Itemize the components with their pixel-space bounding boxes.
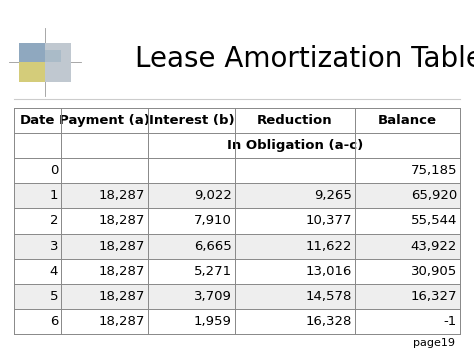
Text: 14,578: 14,578 — [306, 290, 352, 302]
Text: 6: 6 — [50, 315, 58, 328]
Text: 9,265: 9,265 — [314, 190, 352, 202]
Text: 0: 0 — [50, 164, 58, 178]
Text: 18,287: 18,287 — [99, 315, 145, 328]
Text: 7,910: 7,910 — [194, 214, 232, 228]
Text: 13,016: 13,016 — [306, 264, 352, 278]
Text: 43,922: 43,922 — [410, 240, 457, 252]
Text: 75,185: 75,185 — [410, 164, 457, 178]
Text: 5: 5 — [50, 290, 58, 302]
Text: 18,287: 18,287 — [99, 264, 145, 278]
Text: Reduction: Reduction — [257, 114, 333, 127]
Text: Balance: Balance — [378, 114, 437, 127]
Text: 18,287: 18,287 — [99, 190, 145, 202]
Text: Interest (b): Interest (b) — [148, 114, 234, 127]
Text: In Obligation (a-c): In Obligation (a-c) — [227, 140, 363, 152]
Text: Payment (a): Payment (a) — [59, 114, 150, 127]
Text: page19: page19 — [413, 338, 455, 348]
Text: 3: 3 — [50, 240, 58, 252]
Text: 1: 1 — [50, 190, 58, 202]
Text: 10,377: 10,377 — [306, 214, 352, 228]
Text: 3,709: 3,709 — [194, 290, 232, 302]
Text: 16,328: 16,328 — [306, 315, 352, 328]
Text: 18,287: 18,287 — [99, 290, 145, 302]
Text: 2: 2 — [50, 214, 58, 228]
Text: 30,905: 30,905 — [410, 264, 457, 278]
Text: 55,544: 55,544 — [410, 214, 457, 228]
Text: 18,287: 18,287 — [99, 214, 145, 228]
Text: Date: Date — [20, 114, 55, 127]
Text: 65,920: 65,920 — [410, 190, 457, 202]
Text: 11,622: 11,622 — [306, 240, 352, 252]
Text: 9,022: 9,022 — [194, 190, 232, 202]
Text: 1,959: 1,959 — [194, 315, 232, 328]
Text: 4: 4 — [50, 264, 58, 278]
Text: -1: -1 — [444, 315, 457, 328]
Text: 16,327: 16,327 — [410, 290, 457, 302]
Text: 5,271: 5,271 — [194, 264, 232, 278]
Text: Lease Amortization Table: Lease Amortization Table — [135, 45, 474, 72]
Text: 6,665: 6,665 — [194, 240, 232, 252]
Text: 18,287: 18,287 — [99, 240, 145, 252]
